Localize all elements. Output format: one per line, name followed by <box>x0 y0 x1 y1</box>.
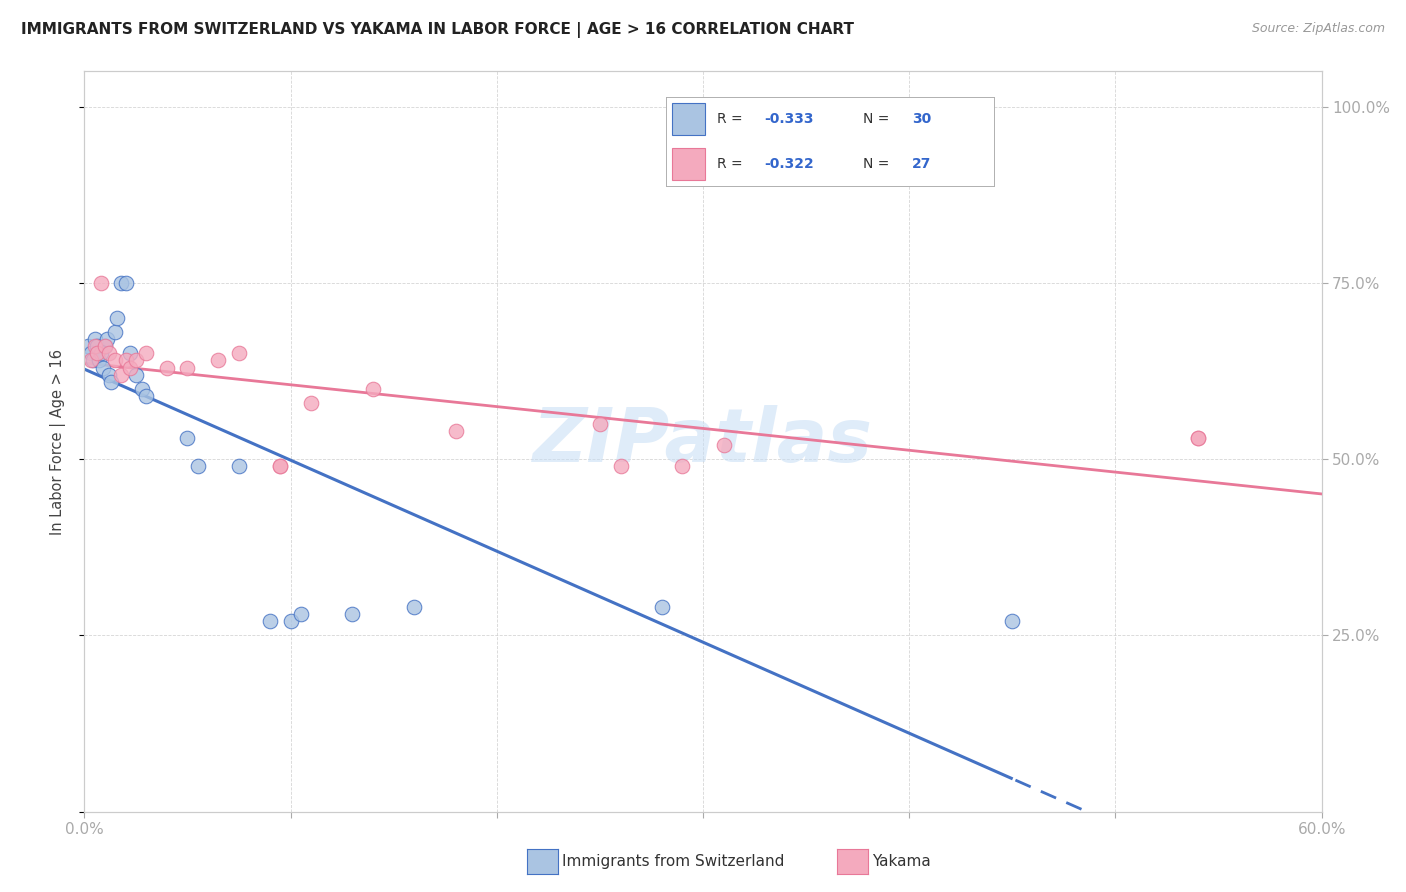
Point <box>86 346 108 360</box>
Point <box>98 368 121 382</box>
Point <box>187 459 209 474</box>
Point <box>110 276 132 290</box>
Point <box>114 276 136 290</box>
Point <box>104 325 127 339</box>
Point <box>79 353 101 368</box>
Point <box>82 353 104 368</box>
Point <box>176 360 198 375</box>
Point <box>98 346 121 360</box>
Text: IMMIGRANTS FROM SWITZERLAND VS YAKAMA IN LABOR FORCE | AGE > 16 CORRELATION CHAR: IMMIGRANTS FROM SWITZERLAND VS YAKAMA IN… <box>21 22 853 38</box>
Point <box>83 332 105 346</box>
Point <box>87 353 110 368</box>
Point <box>83 339 105 353</box>
Point <box>342 607 364 622</box>
Point <box>444 424 467 438</box>
Point <box>280 615 302 629</box>
Point <box>156 360 179 375</box>
Point <box>90 346 112 360</box>
Point <box>207 353 229 368</box>
Point <box>94 339 117 353</box>
Point <box>125 353 148 368</box>
Point <box>651 600 673 615</box>
Point <box>118 346 141 360</box>
Point <box>104 353 127 368</box>
Text: Source: ZipAtlas.com: Source: ZipAtlas.com <box>1251 22 1385 36</box>
Point <box>110 368 132 382</box>
Point <box>135 389 157 403</box>
Text: ZIPatlas: ZIPatlas <box>533 405 873 478</box>
Point <box>1001 615 1024 629</box>
Point <box>290 607 312 622</box>
Point <box>91 360 114 375</box>
Point <box>135 346 157 360</box>
Point <box>404 600 426 615</box>
Point <box>100 375 122 389</box>
Point <box>269 459 291 474</box>
Point <box>671 459 693 474</box>
Point <box>299 396 322 410</box>
Point <box>118 360 141 375</box>
Point <box>609 459 631 474</box>
Point <box>269 459 291 474</box>
Point <box>228 346 250 360</box>
Point <box>131 382 153 396</box>
Point <box>713 438 735 452</box>
Point <box>96 332 118 346</box>
Point <box>77 339 100 353</box>
Point <box>589 417 612 431</box>
Point <box>176 431 198 445</box>
Point <box>105 311 128 326</box>
Point <box>94 339 117 353</box>
Point <box>90 276 112 290</box>
Point <box>228 459 250 474</box>
Point <box>114 353 136 368</box>
Point <box>79 346 101 360</box>
Point <box>361 382 384 396</box>
Point <box>1187 431 1209 445</box>
Y-axis label: In Labor Force | Age > 16: In Labor Force | Age > 16 <box>51 349 66 534</box>
Point <box>125 368 148 382</box>
Point <box>1187 431 1209 445</box>
Point <box>86 339 108 353</box>
Text: Immigrants from Switzerland: Immigrants from Switzerland <box>562 855 785 869</box>
Text: Yakama: Yakama <box>872 855 931 869</box>
Point <box>259 615 281 629</box>
